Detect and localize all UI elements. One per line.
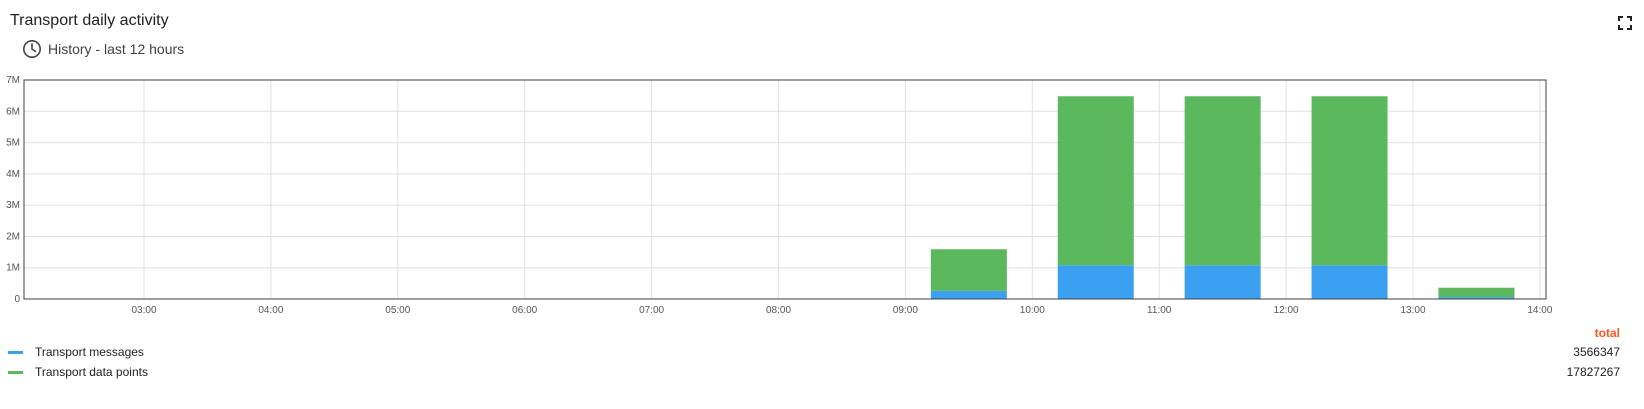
bar-transport-data-points [1184,96,1261,266]
x-tick-label: 09:00 [893,305,918,316]
legend-swatch-data-points [8,370,23,374]
clock-icon [23,40,41,58]
legend-swatch-messages [8,350,23,354]
legend-item-transport-data-points[interactable]: Transport data points 17827267 [8,363,1620,381]
bar-transport-messages [930,290,1007,299]
x-tick-label: 04:00 [258,305,283,316]
widget-title: Transport daily activity [10,12,169,29]
legend-total-value: 17827267 [1566,365,1620,379]
bar-transport-messages [1057,265,1134,299]
x-tick-label: 03:00 [131,305,156,316]
x-tick-label: 08:00 [766,305,791,316]
legend-total-header: total [1594,326,1620,340]
legend-label: Transport messages [35,345,144,359]
x-tick-label: 12:00 [1274,305,1299,316]
x-tick-label: 05:00 [385,305,410,316]
x-tick-label: 06:00 [512,305,537,316]
y-tick-label: 7M [6,75,20,86]
chart-area: 0 1M 2M 3M 4M 5M 6M 7M 03:00 04:00 05:00 06:00 07:00… [6,75,1553,316]
legend-label: Transport data points [35,365,148,379]
x-tick-label: 13:00 [1400,305,1425,316]
history-timewindow[interactable]: History - last 12 hours [22,39,184,59]
y-tick-label: 5M [6,138,20,149]
fullscreen-icon [1618,16,1632,30]
bar-transport-messages [1184,265,1261,299]
y-tick-label: 6M [6,106,20,117]
legend-item-transport-messages[interactable]: Transport messages 3566347 [8,343,1620,361]
bar-transport-data-points [1438,287,1515,298]
x-tick-label: 07:00 [639,305,664,316]
plot-border [23,79,1547,300]
timewindow-label: History - last 12 hours [48,41,185,57]
bar-transport-data-points [930,249,1007,291]
x-tick-label: 10:00 [1020,305,1045,316]
bar-transport-messages [1311,265,1388,299]
x-tick-label: 11:00 [1147,305,1172,316]
y-tick-label: 3M [6,200,20,211]
legend-total-value: 3566347 [1573,345,1620,359]
bar-transport-messages [1438,297,1515,299]
y-tick-label: 1M [6,263,20,274]
bar-transport-data-points [1057,96,1134,266]
y-tick-label: 0 [14,294,20,305]
y-tick-label: 2M [6,231,20,242]
y-tick-label: 4M [6,169,20,180]
fullscreen-button[interactable] [1618,16,1632,30]
x-tick-label: 14:00 [1527,305,1552,316]
bar-transport-data-points [1311,96,1388,266]
